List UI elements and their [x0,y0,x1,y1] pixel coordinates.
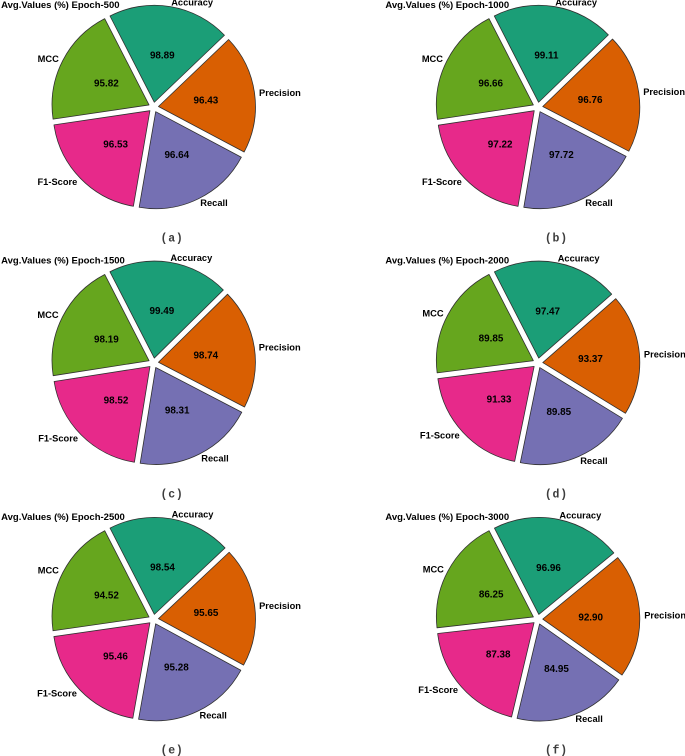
svg-text:F1-Score: F1-Score [418,685,458,695]
svg-text:96.76: 96.76 [578,95,603,106]
svg-text:(e): (e) [161,745,184,756]
svg-text:MCC: MCC [38,54,59,64]
svg-text:(a): (a) [161,233,184,246]
svg-text:F1-Score: F1-Score [38,177,78,187]
svg-text:84.95: 84.95 [544,664,569,675]
svg-text:Precision: Precision [259,88,301,98]
svg-text:Precision: Precision [644,611,685,621]
svg-text:MCC: MCC [423,564,444,574]
svg-text:MCC: MCC [37,310,58,320]
svg-text:Accuracy: Accuracy [172,510,215,520]
svg-text:89.85: 89.85 [479,334,504,345]
svg-text:98.19: 98.19 [94,334,119,345]
svg-text:87.38: 87.38 [486,650,511,661]
svg-text:98.89: 98.89 [150,50,175,61]
svg-text:MCC: MCC [422,309,443,319]
svg-text:93.37: 93.37 [578,354,603,365]
svg-text:F1-Score: F1-Score [422,177,462,187]
svg-text:Accuracy: Accuracy [558,254,601,264]
svg-text:Recall: Recall [585,198,612,208]
svg-text:Avg.Values (%) Epoch-2500: Avg.Values (%) Epoch-2500 [1,512,125,523]
svg-text:Accuracy: Accuracy [171,0,214,7]
svg-text:96.43: 96.43 [194,95,219,106]
svg-text:Avg.Values (%) Epoch-500: Avg.Values (%) Epoch-500 [1,0,119,11]
svg-text:Recall: Recall [580,456,607,466]
svg-text:Avg.Values (%) Epoch-2000: Avg.Values (%) Epoch-2000 [385,256,509,267]
svg-text:Recall: Recall [200,198,227,208]
svg-text:99.11: 99.11 [534,50,559,61]
svg-text:96.53: 96.53 [103,140,128,151]
svg-text:95.28: 95.28 [164,662,189,673]
svg-text:96.66: 96.66 [478,78,503,89]
svg-text:Recall: Recall [200,711,227,721]
svg-text:95.65: 95.65 [194,608,219,619]
svg-text:95.82: 95.82 [94,78,119,89]
svg-text:99.49: 99.49 [150,306,175,317]
svg-text:94.52: 94.52 [94,590,119,601]
svg-text:98.54: 98.54 [150,563,175,574]
svg-text:MCC: MCC [422,54,443,64]
svg-text:Precision: Precision [259,342,301,352]
svg-text:(b): (b) [545,233,568,246]
svg-text:F1-Score: F1-Score [420,431,460,441]
svg-text:95.46: 95.46 [103,651,128,662]
svg-text:(f): (f) [545,745,568,756]
svg-text:Avg.Values (%) Epoch-3000: Avg.Values (%) Epoch-3000 [385,512,509,523]
svg-text:(d): (d) [545,488,568,501]
svg-text:98.52: 98.52 [104,396,129,407]
svg-text:96.64: 96.64 [164,150,189,161]
svg-text:MCC: MCC [38,566,59,576]
svg-text:97.72: 97.72 [549,150,574,161]
svg-text:97.47: 97.47 [535,306,560,317]
svg-text:Accuracy: Accuracy [170,253,213,263]
svg-text:Accuracy: Accuracy [555,0,598,7]
svg-text:Precision: Precision [644,349,685,359]
svg-text:(c): (c) [161,488,184,501]
svg-text:Recall: Recall [201,453,228,463]
svg-text:98.31: 98.31 [165,406,190,417]
svg-text:Precision: Precision [259,601,301,611]
svg-text:89.85: 89.85 [546,407,571,418]
svg-text:F1-Score: F1-Score [37,689,77,699]
svg-text:86.25: 86.25 [479,590,504,601]
svg-text:Accuracy: Accuracy [559,510,602,520]
svg-text:Recall: Recall [575,714,602,724]
svg-text:92.90: 92.90 [578,613,603,624]
svg-text:91.33: 91.33 [487,394,512,405]
svg-text:Avg.Values (%) Epoch-1000: Avg.Values (%) Epoch-1000 [385,0,509,11]
svg-text:F1-Score: F1-Score [38,433,78,443]
svg-text:Avg.Values (%) Epoch-1500: Avg.Values (%) Epoch-1500 [1,256,125,267]
svg-text:98.74: 98.74 [193,351,218,362]
svg-text:Precision: Precision [643,87,685,97]
svg-text:96.96: 96.96 [536,563,561,574]
svg-text:97.22: 97.22 [488,140,513,151]
